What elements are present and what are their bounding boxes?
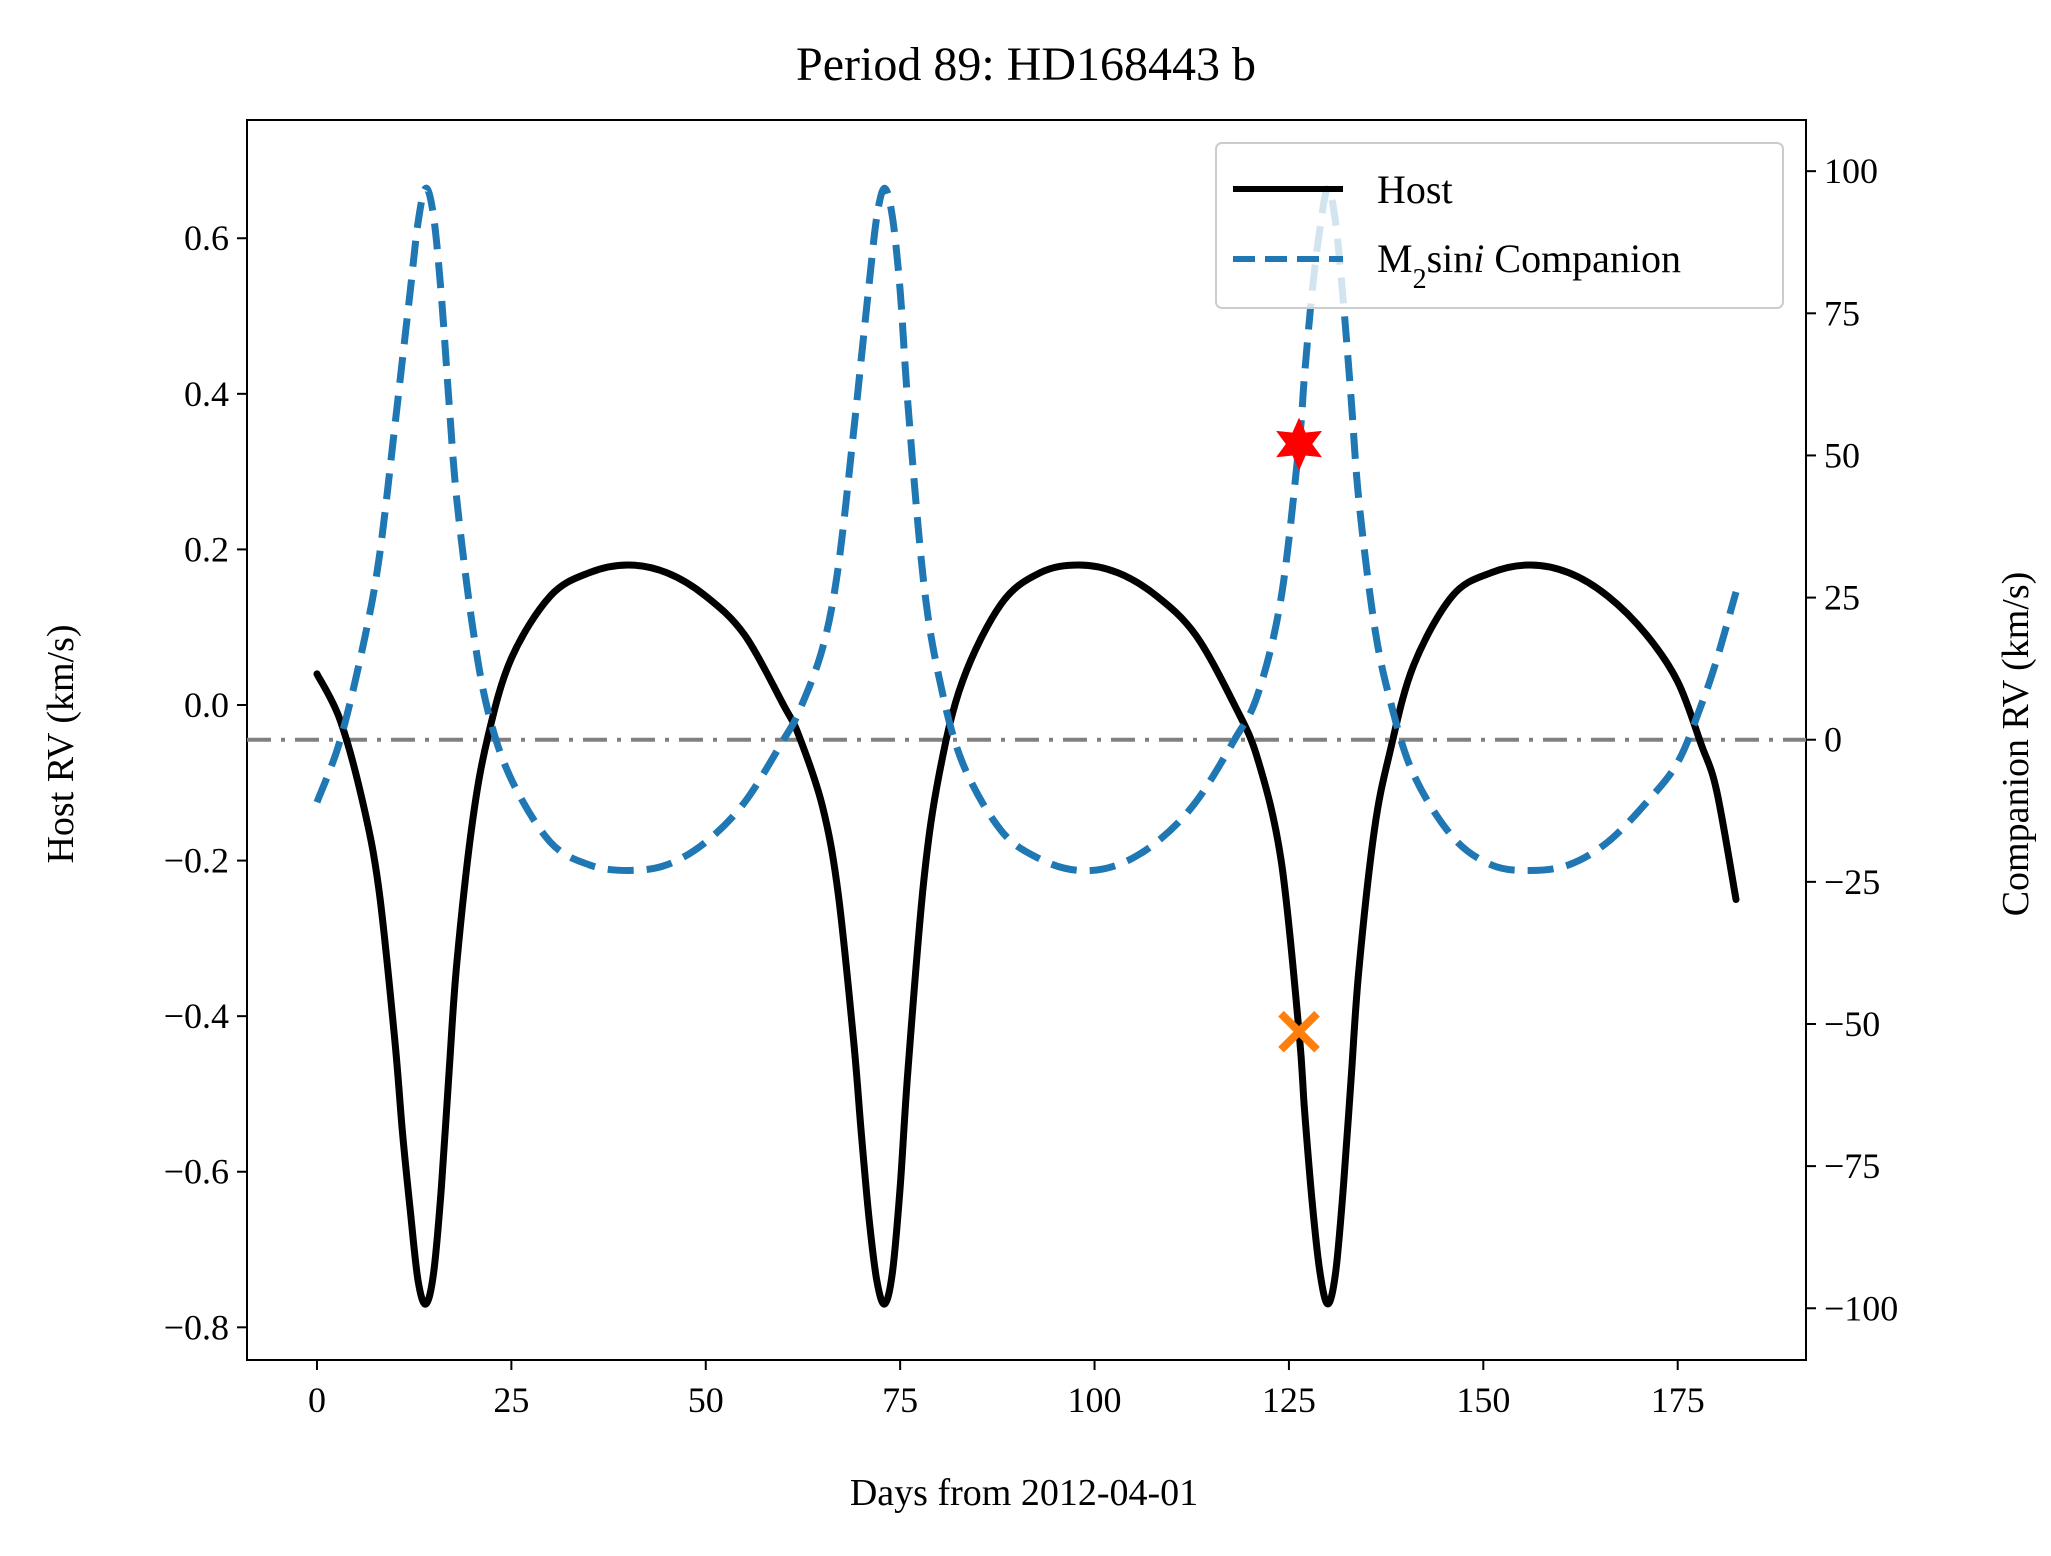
x-marker (1278, 1010, 1320, 1053)
legend-label-companion-tail: Companion (1484, 236, 1681, 281)
y-right-tick-label: −25 (1824, 862, 1880, 902)
legend-label-companion: M2sini Companion (1377, 236, 1681, 295)
y-right-tick-label: −50 (1824, 1004, 1880, 1044)
y-right-tick-label: 100 (1824, 151, 1878, 191)
legend-label-companion-sub: 2 (1413, 264, 1427, 295)
y-left-tick-label: −0.2 (164, 841, 229, 881)
x-tick-label: 175 (1651, 1380, 1705, 1420)
y-axis-left-label: Host RV (km/s) (40, 624, 82, 863)
legend: Host M2sini Companion (1215, 142, 1784, 309)
host-rv-series (313, 561, 1740, 1308)
x-axis-ticks: 0 25 50 75 100 125 150 175 (308, 1360, 1705, 1420)
chart-title: Period 89: HD168443 b (796, 38, 1256, 91)
x-tick-label: 125 (1262, 1380, 1316, 1420)
y-right-tick-label: −100 (1824, 1288, 1898, 1328)
y-left-tick-label: −0.4 (164, 996, 229, 1036)
x-tick-label: 50 (688, 1380, 724, 1420)
y-right-tick-label: −75 (1824, 1146, 1880, 1186)
x-axis-label: Days from 2012-04-01 (850, 1472, 1198, 1514)
y-left-tick-label: 0.2 (184, 529, 229, 569)
legend-label-companion-main: M (1377, 236, 1413, 281)
x-tick-label: 150 (1456, 1380, 1510, 1420)
legend-label-companion-mid: sin (1427, 236, 1474, 281)
y-right-tick-label: 0 (1824, 720, 1842, 760)
y-left-tick-label: 0.4 (184, 374, 229, 414)
star-marker (1276, 417, 1322, 471)
y-axis-right-ticks: 100 75 50 25 0 −25 −50 −75 −100 (1806, 151, 1898, 1328)
y-right-tick-label: 75 (1824, 293, 1860, 333)
legend-label-companion-italic: i (1473, 236, 1484, 281)
x-marker-stroke (1278, 1010, 1320, 1053)
y-left-tick-label: −0.6 (164, 1152, 229, 1192)
legend-box (1215, 142, 1784, 309)
y-axis-right-label: Companion RV (km/s) (1995, 572, 2037, 917)
companion-rv-series (313, 184, 1740, 875)
y-left-tick-label: 0.6 (184, 218, 229, 258)
y-right-tick-label: 25 (1824, 578, 1860, 618)
x-tick-label: 25 (493, 1380, 529, 1420)
x-tick-label: 75 (882, 1380, 918, 1420)
y-axis-left-ticks: 0.6 0.4 0.2 0.0 −0.2 −0.4 −0.6 −0.8 (164, 218, 247, 1347)
x-tick-label: 100 (1068, 1380, 1122, 1420)
y-left-tick-label: 0.0 (184, 685, 229, 725)
plot-data-layer (247, 184, 1806, 1308)
legend-label-host: Host (1377, 167, 1453, 212)
y-right-tick-label: 50 (1824, 435, 1860, 475)
x-tick-label: 0 (308, 1380, 326, 1420)
y-left-tick-label: −0.8 (164, 1307, 229, 1347)
